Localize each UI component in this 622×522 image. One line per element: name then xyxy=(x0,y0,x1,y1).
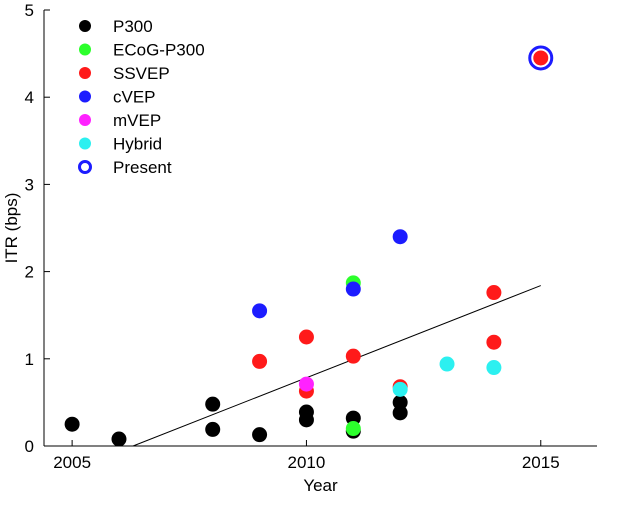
data-points xyxy=(64,45,554,447)
x-tick-label: 2015 xyxy=(522,453,560,472)
legend-marker-mvep xyxy=(79,114,91,126)
trend-line xyxy=(132,285,541,447)
legend-label-cvep: cVEP xyxy=(113,88,156,107)
axes xyxy=(43,10,597,447)
data-point-p300 xyxy=(111,431,127,447)
data-point-p300 xyxy=(205,421,221,437)
legend-marker-cvep xyxy=(79,90,91,103)
data-point-ssvep xyxy=(486,285,502,301)
legend-label-ecog-p300: ECoG-P300 xyxy=(113,41,205,60)
data-point-hybrid xyxy=(439,356,455,372)
y-axis-label: ITR (bps) xyxy=(2,193,21,264)
y-tick-label: 0 xyxy=(25,437,34,456)
legend-marker-present xyxy=(78,160,92,174)
legend-label-ssvep: SSVEP xyxy=(113,64,170,83)
data-point-hybrid xyxy=(486,360,502,376)
data-point-cvep xyxy=(252,303,268,319)
data-point-ssvep xyxy=(252,353,268,369)
ticks: 2005 2010 2015 0 1 2 3 4 5 xyxy=(25,1,560,472)
y-tick-label: 1 xyxy=(25,350,34,369)
data-point-cvep xyxy=(345,281,361,297)
legend-marker-ssvep xyxy=(79,67,91,79)
legend: P300 ECoG-P300 SSVEP cVEP mVEP Hybrid Present xyxy=(78,17,205,177)
legend-label-hybrid: Hybrid xyxy=(113,135,162,154)
x-tick-label: 2010 xyxy=(288,453,326,472)
y-tick-label: 5 xyxy=(25,1,34,20)
data-point-ssvep xyxy=(345,348,361,364)
legend-label-present: Present xyxy=(113,158,172,177)
y-tick-label: 4 xyxy=(25,88,34,107)
data-point-mvep xyxy=(298,376,314,392)
y-tick-label: 3 xyxy=(25,175,34,194)
legend-marker-hybrid xyxy=(79,137,91,150)
data-point-hybrid xyxy=(392,381,408,397)
data-point-p300 xyxy=(345,410,361,426)
data-point-ecog-p300 xyxy=(345,421,361,437)
data-point-p300 xyxy=(205,396,221,412)
data-point-ssvep xyxy=(298,329,314,345)
data-point-p300 xyxy=(298,412,314,428)
data-point-ssvep xyxy=(486,334,502,350)
data-point-p300 xyxy=(64,416,80,432)
legend-label-p300: P300 xyxy=(113,17,153,36)
legend-marker-ecog-p300 xyxy=(79,43,91,56)
data-point-p300 xyxy=(392,394,408,410)
data-point-p300 xyxy=(392,405,408,421)
x-tick-label: 2005 xyxy=(53,453,91,472)
legend-label-mvep: mVEP xyxy=(113,111,161,130)
y-tick-label: 2 xyxy=(25,263,34,282)
data-point-p300 xyxy=(252,427,268,443)
legend-marker-p300 xyxy=(79,20,91,32)
data-point-ssvep xyxy=(533,50,549,66)
x-axis-label: Year xyxy=(303,476,338,495)
data-point-cvep xyxy=(392,229,408,245)
